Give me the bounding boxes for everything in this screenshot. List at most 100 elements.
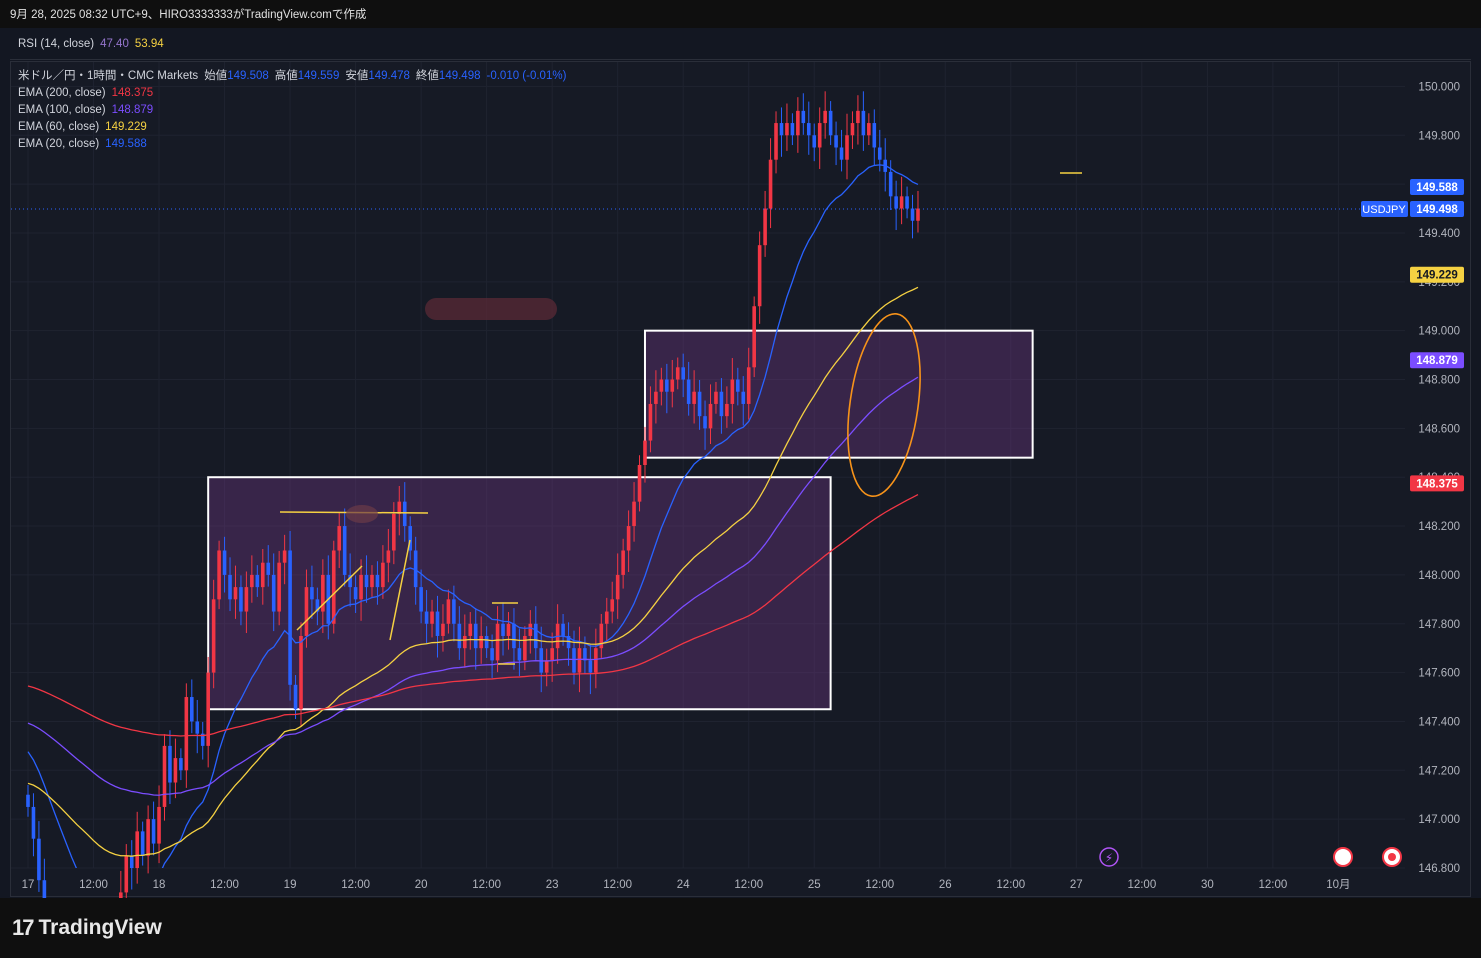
candle-body[interactable]	[817, 123, 822, 148]
candle-body[interactable]	[315, 599, 320, 612]
candle-body[interactable]	[916, 208, 920, 221]
candle-body[interactable]	[402, 501, 407, 527]
candle-body[interactable]	[736, 379, 740, 392]
candle-body[interactable]	[211, 599, 216, 673]
lightning-icon[interactable]	[1099, 847, 1119, 867]
candle-body[interactable]	[217, 550, 221, 600]
candle-body[interactable]	[692, 391, 696, 404]
candle-body[interactable]	[299, 635, 303, 710]
candle-body[interactable]	[26, 794, 30, 807]
candle-body[interactable]	[697, 391, 702, 417]
candle-body[interactable]	[856, 110, 860, 124]
candle-body[interactable]	[845, 135, 849, 160]
candle-body[interactable]	[561, 623, 565, 636]
candle-body[interactable]	[255, 574, 260, 588]
candle-body[interactable]	[457, 623, 462, 649]
candle-body[interactable]	[894, 196, 898, 209]
price-tag[interactable]	[1410, 266, 1464, 283]
candle-body[interactable]	[730, 379, 735, 404]
candle-body[interactable]	[168, 745, 172, 783]
candle-body[interactable]	[850, 123, 855, 136]
candle-body[interactable]	[146, 819, 150, 856]
candle-body[interactable]	[703, 416, 707, 429]
candle-body[interactable]	[610, 599, 615, 612]
candle-body[interactable]	[528, 623, 533, 636]
candle-body[interactable]	[430, 611, 434, 624]
rsi-label[interactable]: RSI (14, close)	[18, 37, 95, 50]
candle-body[interactable]	[435, 611, 440, 636]
price-tag[interactable]	[1410, 179, 1464, 196]
price-tag[interactable]	[1410, 201, 1464, 218]
candle-body[interactable]	[763, 208, 767, 246]
candle-body[interactable]	[266, 562, 271, 575]
candle-body[interactable]	[643, 440, 647, 465]
candle-body[interactable]	[828, 110, 833, 136]
candle-body[interactable]	[342, 526, 347, 575]
candle-body[interactable]	[670, 379, 675, 392]
candle-body[interactable]	[271, 574, 276, 612]
symbol-line[interactable]: 米ドル／円・1時間・CMC Markets	[18, 70, 199, 82]
candle-body[interactable]	[244, 587, 249, 612]
ema60-row[interactable]: EMA (60, close) 149.229	[18, 119, 566, 136]
candle-body[interactable]	[779, 123, 784, 136]
candle-body[interactable]	[157, 806, 161, 844]
zone-box-2[interactable]	[643, 329, 1034, 459]
candle-body[interactable]	[452, 599, 456, 624]
candle-body[interactable]	[675, 367, 680, 380]
candle-body[interactable]	[905, 196, 909, 209]
candle-body[interactable]	[408, 526, 412, 551]
candle-body[interactable]	[195, 721, 200, 734]
ema100-line[interactable]	[27, 376, 919, 796]
candle-body[interactable]	[446, 599, 451, 624]
candle-body[interactable]	[386, 550, 391, 563]
candle-body[interactable]	[206, 672, 210, 746]
candle-body[interactable]	[823, 110, 827, 124]
candle-body[interactable]	[479, 635, 483, 649]
candle-body[interactable]	[473, 623, 478, 649]
candle-body[interactable]	[310, 587, 314, 600]
candle-body[interactable]	[806, 123, 811, 136]
price-tag[interactable]	[1410, 352, 1464, 369]
candle-body[interactable]	[381, 562, 385, 588]
candle-body[interactable]	[288, 550, 292, 685]
candle-body[interactable]	[173, 758, 178, 783]
candle-body[interactable]	[719, 391, 724, 417]
candle-body[interactable]	[151, 819, 156, 844]
candle-body[interactable]	[550, 648, 554, 661]
candle-body[interactable]	[228, 574, 232, 600]
candle-body[interactable]	[463, 635, 467, 649]
candle-body[interactable]	[544, 660, 549, 673]
candle-body[interactable]	[785, 123, 789, 136]
candle-body[interactable]	[910, 208, 915, 221]
candle-body[interactable]	[654, 391, 658, 404]
ema100-row[interactable]: EMA (100, close) 148.879	[18, 102, 566, 119]
candle-body[interactable]	[665, 379, 669, 392]
candle-body[interactable]	[282, 550, 287, 563]
candle-body[interactable]	[648, 403, 653, 441]
candle-body[interactable]	[359, 574, 363, 600]
candle-body[interactable]	[501, 623, 505, 636]
candle-body[interactable]	[37, 838, 41, 881]
candle-body[interactable]	[517, 648, 522, 661]
candle-body[interactable]	[877, 147, 882, 160]
tradingview-logo[interactable]: 17 TradingView	[12, 915, 162, 941]
candle-body[interactable]	[200, 733, 205, 746]
candle-body[interactable]	[588, 660, 593, 673]
candle-body[interactable]	[233, 587, 238, 600]
candle-body[interactable]	[899, 196, 904, 209]
chart-frame[interactable]	[10, 61, 1471, 897]
candle-body[interactable]	[250, 574, 254, 588]
candle-body[interactable]	[686, 379, 691, 404]
candle-body[interactable]	[179, 758, 183, 771]
candle-body[interactable]	[468, 623, 473, 636]
candle-body[interactable]	[577, 648, 582, 673]
candle-body[interactable]	[659, 379, 664, 392]
candle-body[interactable]	[757, 245, 762, 307]
candle-body[interactable]	[364, 574, 369, 588]
candle-body[interactable]	[184, 697, 189, 771]
candle-body[interactable]	[834, 135, 838, 148]
candle-body[interactable]	[490, 648, 494, 661]
candle-body[interactable]	[533, 623, 538, 649]
symbol-tag[interactable]	[1361, 201, 1408, 218]
us-flag-icon[interactable]	[1333, 847, 1353, 867]
